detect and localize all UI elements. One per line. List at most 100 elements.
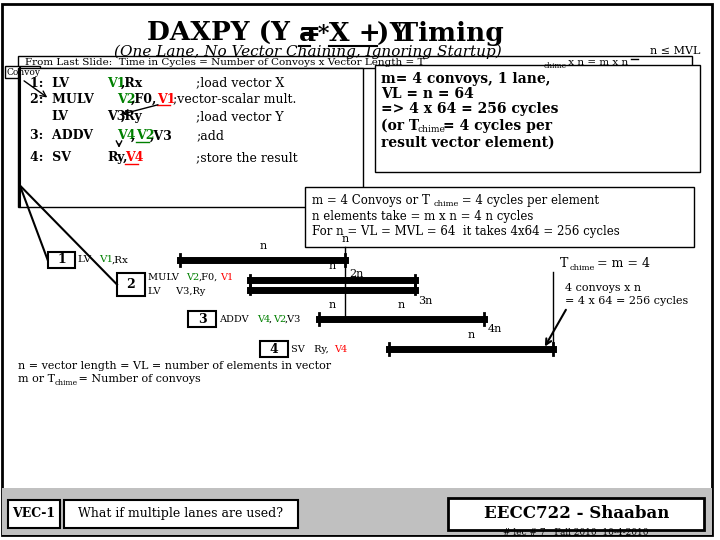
Text: VEC-1: VEC-1	[12, 507, 55, 520]
Text: 2n: 2n	[349, 268, 364, 279]
Text: ,V3: ,V3	[150, 129, 173, 143]
Text: EECC722 - Shaaban: EECC722 - Shaaban	[484, 505, 669, 522]
Text: n ≤ MVL: n ≤ MVL	[649, 46, 700, 57]
Text: Ry,: Ry,	[107, 151, 127, 164]
Text: n: n	[259, 241, 266, 251]
Text: V2: V2	[186, 273, 199, 282]
Text: ,Ry: ,Ry	[121, 111, 143, 124]
Bar	[260, 341, 287, 357]
Text: ;vector-scalar mult.: ;vector-scalar mult.	[173, 92, 296, 106]
Text: V3: V3	[107, 111, 125, 124]
Bar	[2, 488, 712, 536]
Text: From Last Slide:  Time in Cycles = Number of Convoys x Vector Length = T: From Last Slide: Time in Cycles = Number…	[24, 58, 424, 67]
Text: ) Timing: ) Timing	[377, 21, 503, 46]
Text: For n = VL = MVL = 64  it takes 4x64 = 256 cycles: For n = VL = MVL = 64 it takes 4x64 = 25…	[312, 226, 620, 239]
Text: = 4 cycles per: = 4 cycles per	[444, 119, 552, 133]
Text: chime: chime	[570, 264, 595, 272]
Text: n: n	[467, 330, 474, 340]
Text: 1:  LV: 1: LV	[30, 77, 69, 90]
Bar	[18, 69, 363, 207]
Text: n: n	[341, 234, 348, 244]
Text: X + Y: X + Y	[329, 21, 409, 46]
Text: x n = m x n: x n = m x n	[565, 58, 629, 67]
Text: V2: V2	[117, 92, 135, 106]
Bar	[48, 252, 76, 268]
Text: chime: chime	[55, 379, 78, 387]
Bar	[8, 500, 60, 528]
Text: 2: 2	[127, 278, 135, 291]
Text: n: n	[328, 261, 336, 271]
Text: LV: LV	[52, 111, 68, 124]
Text: DAXPY (Y =: DAXPY (Y =	[147, 21, 330, 46]
Text: 4n: 4n	[488, 324, 503, 334]
Bar	[305, 187, 694, 247]
Text: What if multiple lanes are used?: What if multiple lanes are used?	[78, 507, 283, 520]
Text: = 4 x 64 = 256 cycles: = 4 x 64 = 256 cycles	[565, 296, 688, 306]
Text: ;load vector X: ;load vector X	[197, 77, 284, 90]
Text: ;store the result: ;store the result	[197, 151, 298, 164]
Text: 3:  ADDV: 3: ADDV	[30, 129, 93, 143]
Text: V1: V1	[99, 255, 113, 264]
Text: # lec # 7   Fall 2010  10-4-2010: # lec # 7 Fall 2010 10-4-2010	[503, 528, 649, 537]
Text: = 4 cycles per element: = 4 cycles per element	[458, 194, 599, 207]
Bar	[117, 273, 145, 296]
Text: LV     V3,Ry: LV V3,Ry	[148, 287, 205, 296]
Text: n: n	[328, 300, 336, 310]
Text: V4: V4	[117, 129, 135, 143]
Text: m= 4 convoys, 1 lane,: m= 4 convoys, 1 lane,	[381, 72, 550, 86]
Text: 3: 3	[198, 313, 207, 326]
Bar	[65, 500, 297, 528]
Text: V1: V1	[107, 77, 125, 90]
Text: n = vector length = VL = number of elements in vector: n = vector length = VL = number of eleme…	[18, 361, 331, 371]
Text: V4: V4	[257, 315, 270, 324]
Text: V1: V1	[220, 273, 233, 282]
Bar	[5, 66, 40, 78]
Text: 4: 4	[269, 342, 278, 355]
Text: ,: ,	[131, 129, 135, 143]
Text: 1: 1	[57, 253, 66, 266]
Text: 4 convoys x n: 4 convoys x n	[565, 282, 642, 293]
Text: chime: chime	[418, 125, 446, 134]
Text: ;add: ;add	[197, 129, 225, 143]
Text: V2: V2	[136, 129, 154, 143]
Text: SV   Ry,: SV Ry,	[291, 345, 328, 354]
Text: = Number of convoys: = Number of convoys	[76, 374, 201, 384]
Bar	[449, 498, 704, 530]
Text: ADDV: ADDV	[219, 315, 255, 324]
Text: chime: chime	[544, 62, 567, 70]
Text: LV: LV	[78, 255, 98, 264]
Bar	[18, 57, 692, 69]
Text: ,V3: ,V3	[284, 315, 301, 324]
Text: m = 4 Convoys or T: m = 4 Convoys or T	[312, 194, 431, 207]
Text: V4: V4	[334, 345, 348, 354]
Text: V2: V2	[273, 315, 286, 324]
Text: ;load vector Y: ;load vector Y	[197, 111, 284, 124]
Text: ,F0,: ,F0,	[131, 92, 157, 106]
Text: ,Rx: ,Rx	[121, 77, 143, 90]
Text: ,Rx: ,Rx	[112, 255, 129, 264]
Text: 3n: 3n	[418, 296, 433, 306]
Text: Convoy: Convoy	[7, 68, 41, 77]
Bar	[189, 312, 216, 327]
Text: 4:  SV: 4: SV	[30, 151, 71, 164]
Text: (or T: (or T	[381, 119, 419, 133]
Text: V1: V1	[157, 92, 175, 106]
Text: MULV: MULV	[148, 273, 185, 282]
Text: result vector element): result vector element)	[381, 136, 554, 150]
Text: T: T	[560, 257, 569, 270]
Text: *: *	[310, 23, 338, 45]
Text: 2:  MULV: 2: MULV	[30, 92, 94, 106]
Text: a: a	[299, 21, 315, 46]
Bar	[375, 65, 700, 172]
Text: => 4 x 64 = 256 cycles: => 4 x 64 = 256 cycles	[381, 102, 558, 116]
Text: ,: ,	[269, 315, 272, 324]
Text: VL = n = 64: VL = n = 64	[381, 87, 474, 101]
Text: V4: V4	[125, 151, 143, 164]
Text: ,F0,: ,F0,	[198, 273, 217, 282]
Text: (One Lane, No Vector Chaining, Ignoring Startup): (One Lane, No Vector Chaining, Ignoring …	[114, 44, 501, 59]
Text: m or T: m or T	[18, 374, 55, 384]
Text: n elements take = m x n = 4 n cycles: n elements take = m x n = 4 n cycles	[312, 210, 534, 222]
Text: = m = 4: = m = 4	[593, 257, 650, 270]
Text: chime: chime	[433, 200, 459, 208]
Text: n: n	[398, 300, 405, 310]
